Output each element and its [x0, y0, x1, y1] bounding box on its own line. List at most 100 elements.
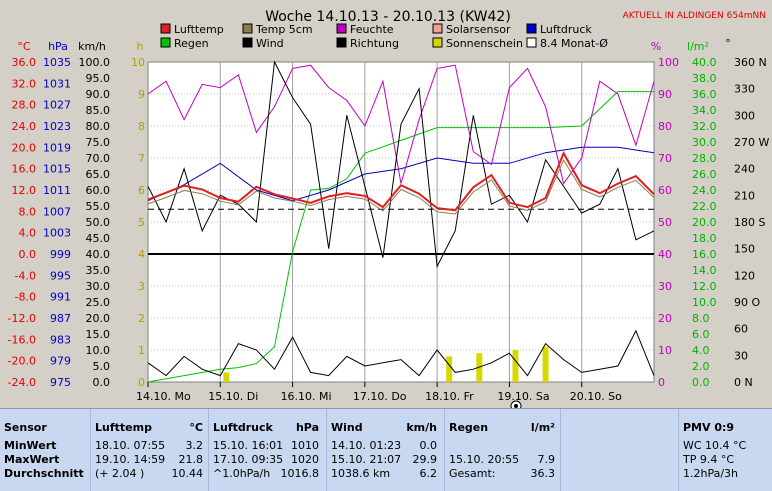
rain-tick-label: 18.0 [692, 232, 717, 245]
rain-tick-label: 36.0 [692, 88, 717, 101]
legend-swatch [432, 37, 443, 48]
humidity-tick-label: 50 [658, 216, 672, 229]
temp-tick-label: -20.0 [8, 355, 36, 368]
rain-tick-label: 16.0 [692, 248, 717, 261]
pressure-tick-label: 1015 [43, 163, 71, 176]
rain-tick-label: 32.0 [692, 120, 717, 133]
sunshine-bar [542, 346, 549, 382]
direction-tick-label: 150 [734, 243, 755, 256]
legend-swatch [160, 37, 171, 48]
wind-tick-label: 85.0 [86, 104, 111, 117]
pressure-tick-label: 987 [50, 312, 71, 325]
scroll-handle-icon[interactable] [510, 400, 522, 408]
temp-tick-label: -12.0 [8, 312, 36, 325]
temp-tick-label: 20.0 [12, 141, 37, 154]
rain-tick-label: 26.0 [692, 168, 717, 181]
wind-tick-label: 25.0 [86, 296, 111, 309]
direction-axis-unit: ° [725, 37, 731, 50]
direction-tick-label: 270 W [734, 136, 769, 149]
left-axes: °C hPa km/h h36.032.028.024.020.016.012.08.… [8, 40, 145, 389]
lufttemp-max-time: 19.10. 14:59 [95, 453, 166, 466]
wind-tick-label: 45.0 [86, 232, 111, 245]
luftdruck-min-value: 1010 [291, 439, 319, 452]
rain-tick-label: 8.0 [692, 312, 710, 325]
rain-tick-label: 20.0 [692, 216, 717, 229]
regen-total-value: 36.3 [530, 467, 556, 480]
lufttemp-min-value: 3.2 [185, 439, 204, 452]
sunshine-bar [223, 372, 230, 382]
regen-max-time: 15.10. 20:55 [449, 453, 520, 466]
day-labels: 14.10. Mo 15.10. Di 16.10. Mi 17.10. Do 18.1… [136, 382, 622, 403]
temp-axis-unit: °C [17, 40, 31, 53]
temp-tick-label: 8.0 [19, 205, 37, 218]
rain-tick-label: 38.0 [692, 72, 717, 85]
wind-tick-label: 40.0 [86, 248, 111, 261]
pmv-column: PMV 0:9 WC 10.4 °C TP 9.4 °C 1.2hPa/3h [678, 409, 772, 491]
wind-max-time: 15.10. 21:07 [331, 453, 402, 466]
regen-total-label: Gesamt: [449, 467, 496, 480]
legend-label: Lufttemp [174, 23, 224, 36]
pressure-tick-label: 999 [50, 248, 71, 261]
lufttemp-max-value: 21.8 [178, 453, 204, 466]
rain-tick-label: 34.0 [692, 104, 717, 117]
direction-tick-label: 120 [734, 269, 755, 282]
legend-label: Regen [174, 37, 209, 50]
legend-label: Wind [256, 37, 284, 50]
legend-swatch [336, 23, 347, 34]
regen-max-value: 7.9 [537, 453, 556, 466]
legend-label: 8.4 Monat-Ø [540, 37, 608, 50]
day-label: 17.10. Do [353, 390, 407, 403]
regen-column: Regen l/m² 15.10. 20:55 7.9 Gesamt: 36.3 [444, 409, 559, 491]
wind-header: Wind [331, 421, 363, 434]
wind-tick-label: 10.0 [86, 344, 111, 357]
hours-tick-label: 3 [138, 280, 145, 293]
humidity-tick-label: 90 [658, 88, 672, 101]
temp-tick-label: 24.0 [12, 120, 37, 133]
humidity-tick-label: 60 [658, 184, 672, 197]
humidity-tick-label: 40 [658, 248, 672, 261]
hours-tick-label: 6 [138, 184, 145, 197]
pressure-tick-label: 979 [50, 355, 71, 368]
wind-tick-label: 90.0 [86, 88, 111, 101]
direction-tick-label: 360 N [734, 56, 767, 69]
pressure-tick-label: 991 [50, 291, 71, 304]
wind-tick-label: 30.0 [86, 280, 111, 293]
temp-tick-label: 0.0 [19, 248, 37, 261]
humidity-axis-unit: % [651, 40, 661, 53]
wind-tick-label: 5.0 [93, 360, 111, 373]
humidity-tick-label: 70 [658, 152, 672, 165]
sunshine-bar [446, 356, 453, 382]
hours-tick-label: 2 [138, 312, 145, 325]
hours-tick-label: 0 [138, 376, 145, 389]
direction-tick-label: 0 N [734, 376, 753, 389]
wind-distance: 1038.6 km [331, 467, 391, 480]
lufttemp-unit: °C [189, 421, 203, 434]
direction-tick-label: 210 [734, 189, 755, 202]
luftdruck-trend: ^1.0hPa/h [213, 467, 271, 480]
rain-tick-label: 14.0 [692, 264, 717, 277]
wind-axis-unit: km/h [78, 40, 106, 53]
sensor-row-label: MaxWert [4, 453, 60, 466]
legend-swatch [432, 23, 443, 34]
pressure-tick-label: 975 [50, 376, 71, 389]
direction-tick-label: 330 [734, 83, 755, 96]
day-label: 18.10. Fr [425, 390, 474, 403]
pressure-tick-label: 1027 [43, 99, 71, 112]
luftdruck-min-time: 15.10. 16:01 [213, 439, 284, 452]
series-feuchte [147, 64, 655, 185]
temp-tick-label: 32.0 [12, 77, 37, 90]
rain-tick-label: 0.0 [692, 376, 710, 389]
wind-unit: km/h [406, 421, 437, 434]
day-label: 15.10. Di [208, 390, 258, 403]
wind-tick-label: 65.0 [86, 168, 111, 181]
sensor-column: Sensor MinWert MaxWert Durchschnitt [0, 409, 86, 491]
day-label: 14.10. Mo [136, 390, 191, 403]
chart-subtitle: AKTUELL IN ALDINGEN 654mNN [623, 11, 766, 21]
luftdruck-avg-value: 1016.8 [280, 467, 320, 480]
pmv-windchill: WC 10.4 °C [683, 439, 747, 452]
luftdruck-header: Luftdruck [213, 421, 273, 434]
hours-tick-label: 9 [138, 88, 145, 101]
wind-column: Wind km/h 14.10. 01:23 0.0 15.10. 21:07 29.… [326, 409, 441, 491]
luftdruck-max-value: 1020 [291, 453, 319, 466]
legend-label: Luftdruck [540, 23, 592, 36]
